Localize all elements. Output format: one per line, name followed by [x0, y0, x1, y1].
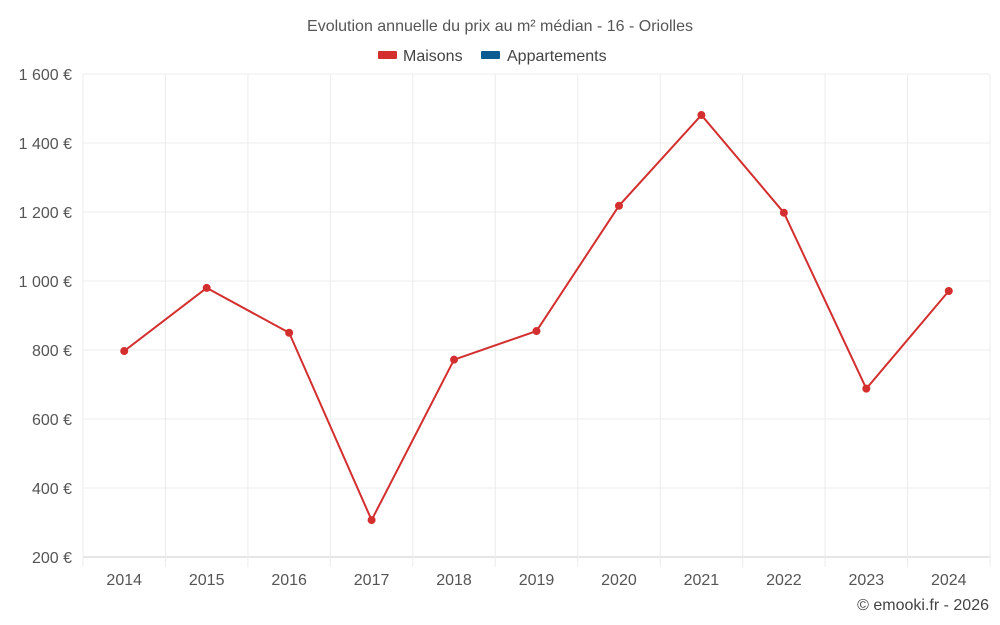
legend-swatch-maisons — [378, 51, 397, 59]
x-tick-label: 2017 — [354, 572, 390, 589]
data-point[interactable] — [532, 327, 541, 336]
y-tick-label: 1 600 € — [19, 67, 72, 84]
chart-title: Evolution annuelle du prix au m² médian … — [307, 18, 693, 35]
x-tick-label: 2021 — [684, 572, 720, 589]
y-tick-label: 600 € — [32, 412, 72, 429]
data-point[interactable] — [120, 347, 129, 356]
legend-item-appartements[interactable]: Appartements — [481, 48, 607, 65]
data-point[interactable] — [367, 516, 376, 525]
x-axis-labels: 2014 2015 2016 2017 2018 2019 2020 2021 2022 2023… — [106, 572, 966, 589]
data-point[interactable] — [779, 208, 788, 217]
x-tick-label: 2016 — [271, 572, 307, 589]
data-point[interactable] — [862, 384, 871, 393]
x-tick-label: 2020 — [601, 572, 637, 589]
legend-label-appartements: Appartements — [507, 48, 607, 65]
y-tick-label: 1 000 € — [19, 274, 72, 291]
data-point[interactable] — [450, 355, 459, 364]
data-point[interactable] — [202, 283, 211, 292]
y-tick-label: 400 € — [32, 481, 72, 498]
x-tick-label: 2022 — [766, 572, 802, 589]
x-tick-label: 2015 — [189, 572, 225, 589]
series — [120, 111, 953, 525]
data-point[interactable] — [697, 111, 706, 120]
y-tick-label: 200 € — [32, 550, 72, 567]
legend-label-maisons: Maisons — [403, 48, 463, 65]
x-tick-label: 2019 — [519, 572, 555, 589]
data-point[interactable] — [285, 328, 294, 337]
y-tick-label: 800 € — [32, 343, 72, 360]
legend-item-maisons[interactable]: Maisons — [378, 48, 463, 65]
x-tick-label: 2023 — [849, 572, 885, 589]
y-axis-labels: 200 € 400 € 600 € 800 € 1 000 € 1 200 € 1 400 … — [19, 67, 72, 567]
legend-swatch-appartements — [481, 51, 500, 59]
legend: Maisons Appartements — [378, 48, 607, 65]
x-tick-label: 2024 — [931, 572, 967, 589]
data-point[interactable] — [944, 287, 953, 296]
y-tick-label: 1 200 € — [19, 205, 72, 222]
credit-text: © emooki.fr - 2026 — [857, 597, 989, 614]
x-tick-label: 2018 — [436, 572, 472, 589]
y-tick-label: 1 400 € — [19, 136, 72, 153]
data-point[interactable] — [614, 201, 623, 210]
grid — [82, 73, 991, 567]
x-tick-label: 2014 — [106, 572, 142, 589]
